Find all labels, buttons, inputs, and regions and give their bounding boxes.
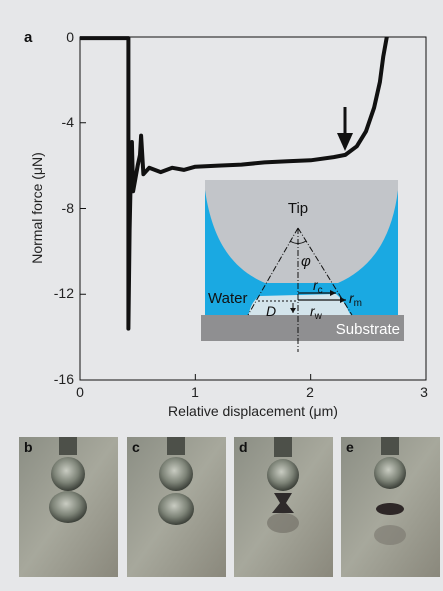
arrow-annotation xyxy=(337,107,353,151)
panel-letter-b: b xyxy=(24,439,33,455)
rm-label: rm xyxy=(349,290,362,309)
y-tick-label-2: -8 xyxy=(62,200,75,216)
substrate-block xyxy=(201,315,404,341)
panel-letter-d: d xyxy=(239,439,248,455)
substrate-label: Substrate xyxy=(336,321,400,338)
tip-shape xyxy=(205,180,398,283)
y-axis-label: Normal force (μN) xyxy=(29,152,45,264)
photo-e xyxy=(341,437,440,577)
inset-schematic: Tip φ rc rm rw Water D Substrate xyxy=(201,180,404,352)
D-label: D xyxy=(266,303,276,319)
tip-label: Tip xyxy=(288,200,308,217)
phi-label: φ xyxy=(301,253,311,270)
photo-c xyxy=(127,437,226,577)
cone-line-left xyxy=(247,227,299,316)
photo-d xyxy=(234,437,333,577)
force-curve-series xyxy=(80,36,389,331)
rw-label: rw xyxy=(310,303,323,322)
panel-letter-a: a xyxy=(24,29,33,46)
photo-b xyxy=(19,437,118,577)
x-tick-label-2: 2 xyxy=(306,384,314,400)
x-tick-label-0: 0 xyxy=(76,384,84,400)
x-tick-label-1: 1 xyxy=(191,384,199,400)
phi-arc xyxy=(289,240,307,244)
x-tick-label-3: 3 xyxy=(420,384,428,400)
y-tick-label-1: -4 xyxy=(62,114,75,130)
rc-label: rc xyxy=(313,277,323,296)
water-label: Water xyxy=(208,290,247,307)
y-tick-label-4: -16 xyxy=(54,371,74,387)
panel-letter-c: c xyxy=(132,439,140,455)
water-bridge-highlight xyxy=(248,294,351,315)
x-axis-label: Relative displacement (μm) xyxy=(168,403,338,419)
panel-letter-e: e xyxy=(346,439,354,455)
y-tick-label-3: -12 xyxy=(54,285,74,301)
y-tick-label-0: 0 xyxy=(66,29,74,45)
